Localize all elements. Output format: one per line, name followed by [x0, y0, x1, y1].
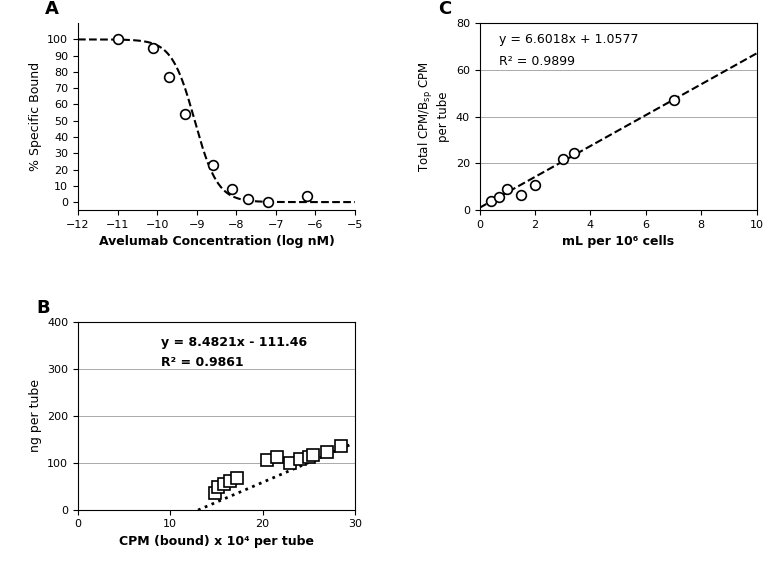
Text: B: B [37, 299, 50, 317]
X-axis label: Avelumab Concentration (log nM): Avelumab Concentration (log nM) [98, 236, 335, 248]
Text: C: C [438, 0, 452, 18]
Y-axis label: % Specific Bound: % Specific Bound [29, 62, 41, 171]
X-axis label: mL per 10⁶ cells: mL per 10⁶ cells [562, 236, 674, 248]
Text: R² = 0.9861: R² = 0.9861 [161, 356, 243, 369]
Text: y = 6.6018x + 1.0577: y = 6.6018x + 1.0577 [499, 32, 639, 46]
Text: A: A [44, 0, 58, 18]
Y-axis label: ng per tube: ng per tube [29, 379, 41, 453]
Text: R² = 0.9899: R² = 0.9899 [499, 55, 575, 68]
Text: y = 8.4821x - 111.46: y = 8.4821x - 111.46 [161, 336, 307, 349]
X-axis label: CPM (bound) x 10⁴ per tube: CPM (bound) x 10⁴ per tube [119, 535, 314, 548]
Y-axis label: Total CPM/B$_{\mathrm{sp}}$ CPM
per tube: Total CPM/B$_{\mathrm{sp}}$ CPM per tube [417, 61, 450, 172]
